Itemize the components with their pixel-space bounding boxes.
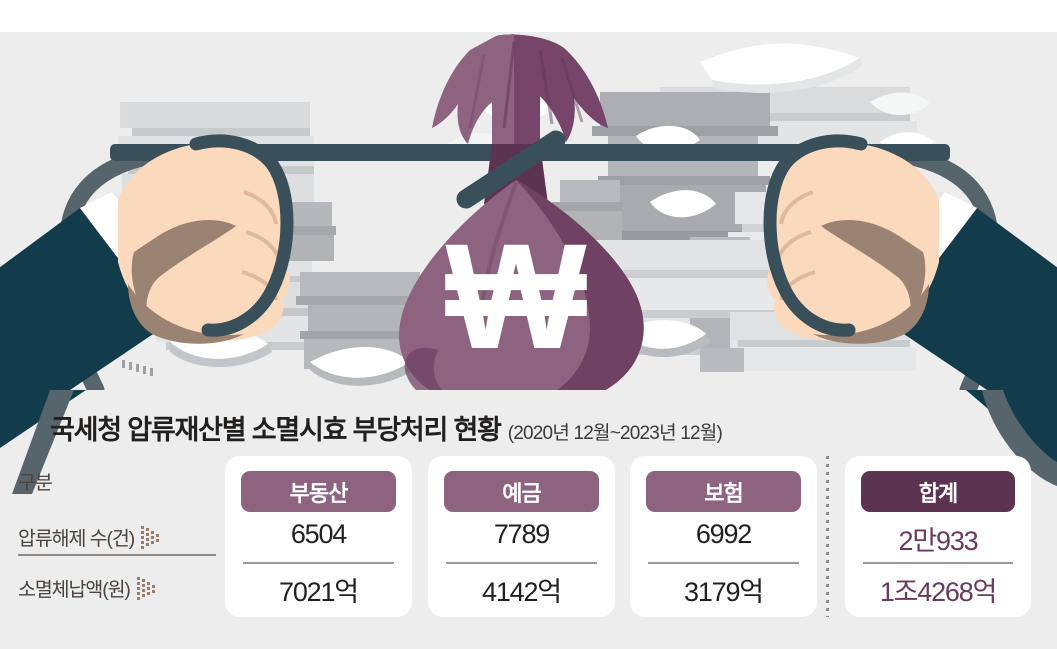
value-release-count: 7789: [493, 519, 550, 549]
column-header-pill: 부동산: [241, 471, 396, 512]
column-card-deposit[interactable]: 예금 7789 4142억: [428, 456, 615, 617]
value-extinguished-amount: 4142억: [482, 577, 562, 607]
row-label-column: 구분 압류해제 수(건) 소멸체납액(원): [18, 456, 218, 617]
value-release-count: 6504: [290, 519, 347, 549]
column-card-total[interactable]: 합계 2만933 1조4268억: [845, 456, 1031, 617]
column-card-real-estate[interactable]: 부동산 6504 7021억: [225, 456, 412, 617]
value-extinguished-amount: 3179억: [684, 577, 764, 607]
svg-text:₩: ₩: [445, 212, 587, 380]
card-divider-rule: [243, 562, 394, 564]
money-bag-illustration: ₩: [0, 32, 1057, 390]
value-extinguished-amount: 1조4268억: [879, 577, 998, 607]
row-header-label: 구분: [18, 472, 53, 494]
column-header-pill: 보험: [646, 471, 801, 512]
won-symbol: ₩: [445, 212, 587, 380]
label-divider-rule: [18, 554, 216, 556]
data-panel: 국세청 압류재산별 소멸시효 부당처리 현황 (2020년 12월~2023년 …: [0, 390, 1057, 649]
value-release-count: 2만933: [898, 526, 979, 556]
pixel-arrow-icon: [141, 525, 160, 549]
illustration-area: ₩: [0, 32, 1057, 390]
card-divider-rule: [446, 562, 597, 564]
panel-title: 국세청 압류재산별 소멸시효 부당처리 현황 (2020년 12월~2023년 …: [50, 408, 723, 447]
right-arm: [763, 134, 1057, 390]
column-card-insurance[interactable]: 보험 6992 3179억: [630, 456, 817, 617]
pixel-arrow-icon: [136, 576, 156, 600]
page-title: 국세청 압류재산별 소멸시효 부당처리 현황: [50, 415, 502, 445]
row-label-extinguished-amount: 소멸체납액(원): [18, 573, 218, 602]
total-separator: [826, 456, 829, 617]
value-extinguished-amount: 7021억: [279, 577, 359, 607]
value-release-count: 6992: [695, 519, 752, 549]
column-header-pill: 합계: [861, 471, 1015, 512]
card-divider-rule: [648, 562, 799, 564]
money-bag: ₩: [399, 34, 644, 390]
row-label-release-count: 압류해제 수(건): [18, 522, 218, 551]
title-period: (2020년 12월~2023년 12월): [507, 423, 723, 444]
card-divider-rule: [863, 562, 1013, 564]
data-table: 구분 압류해제 수(건) 소멸체납액(원): [0, 456, 1057, 626]
column-header-pill: 예금: [444, 471, 599, 512]
left-arm: [0, 134, 294, 390]
